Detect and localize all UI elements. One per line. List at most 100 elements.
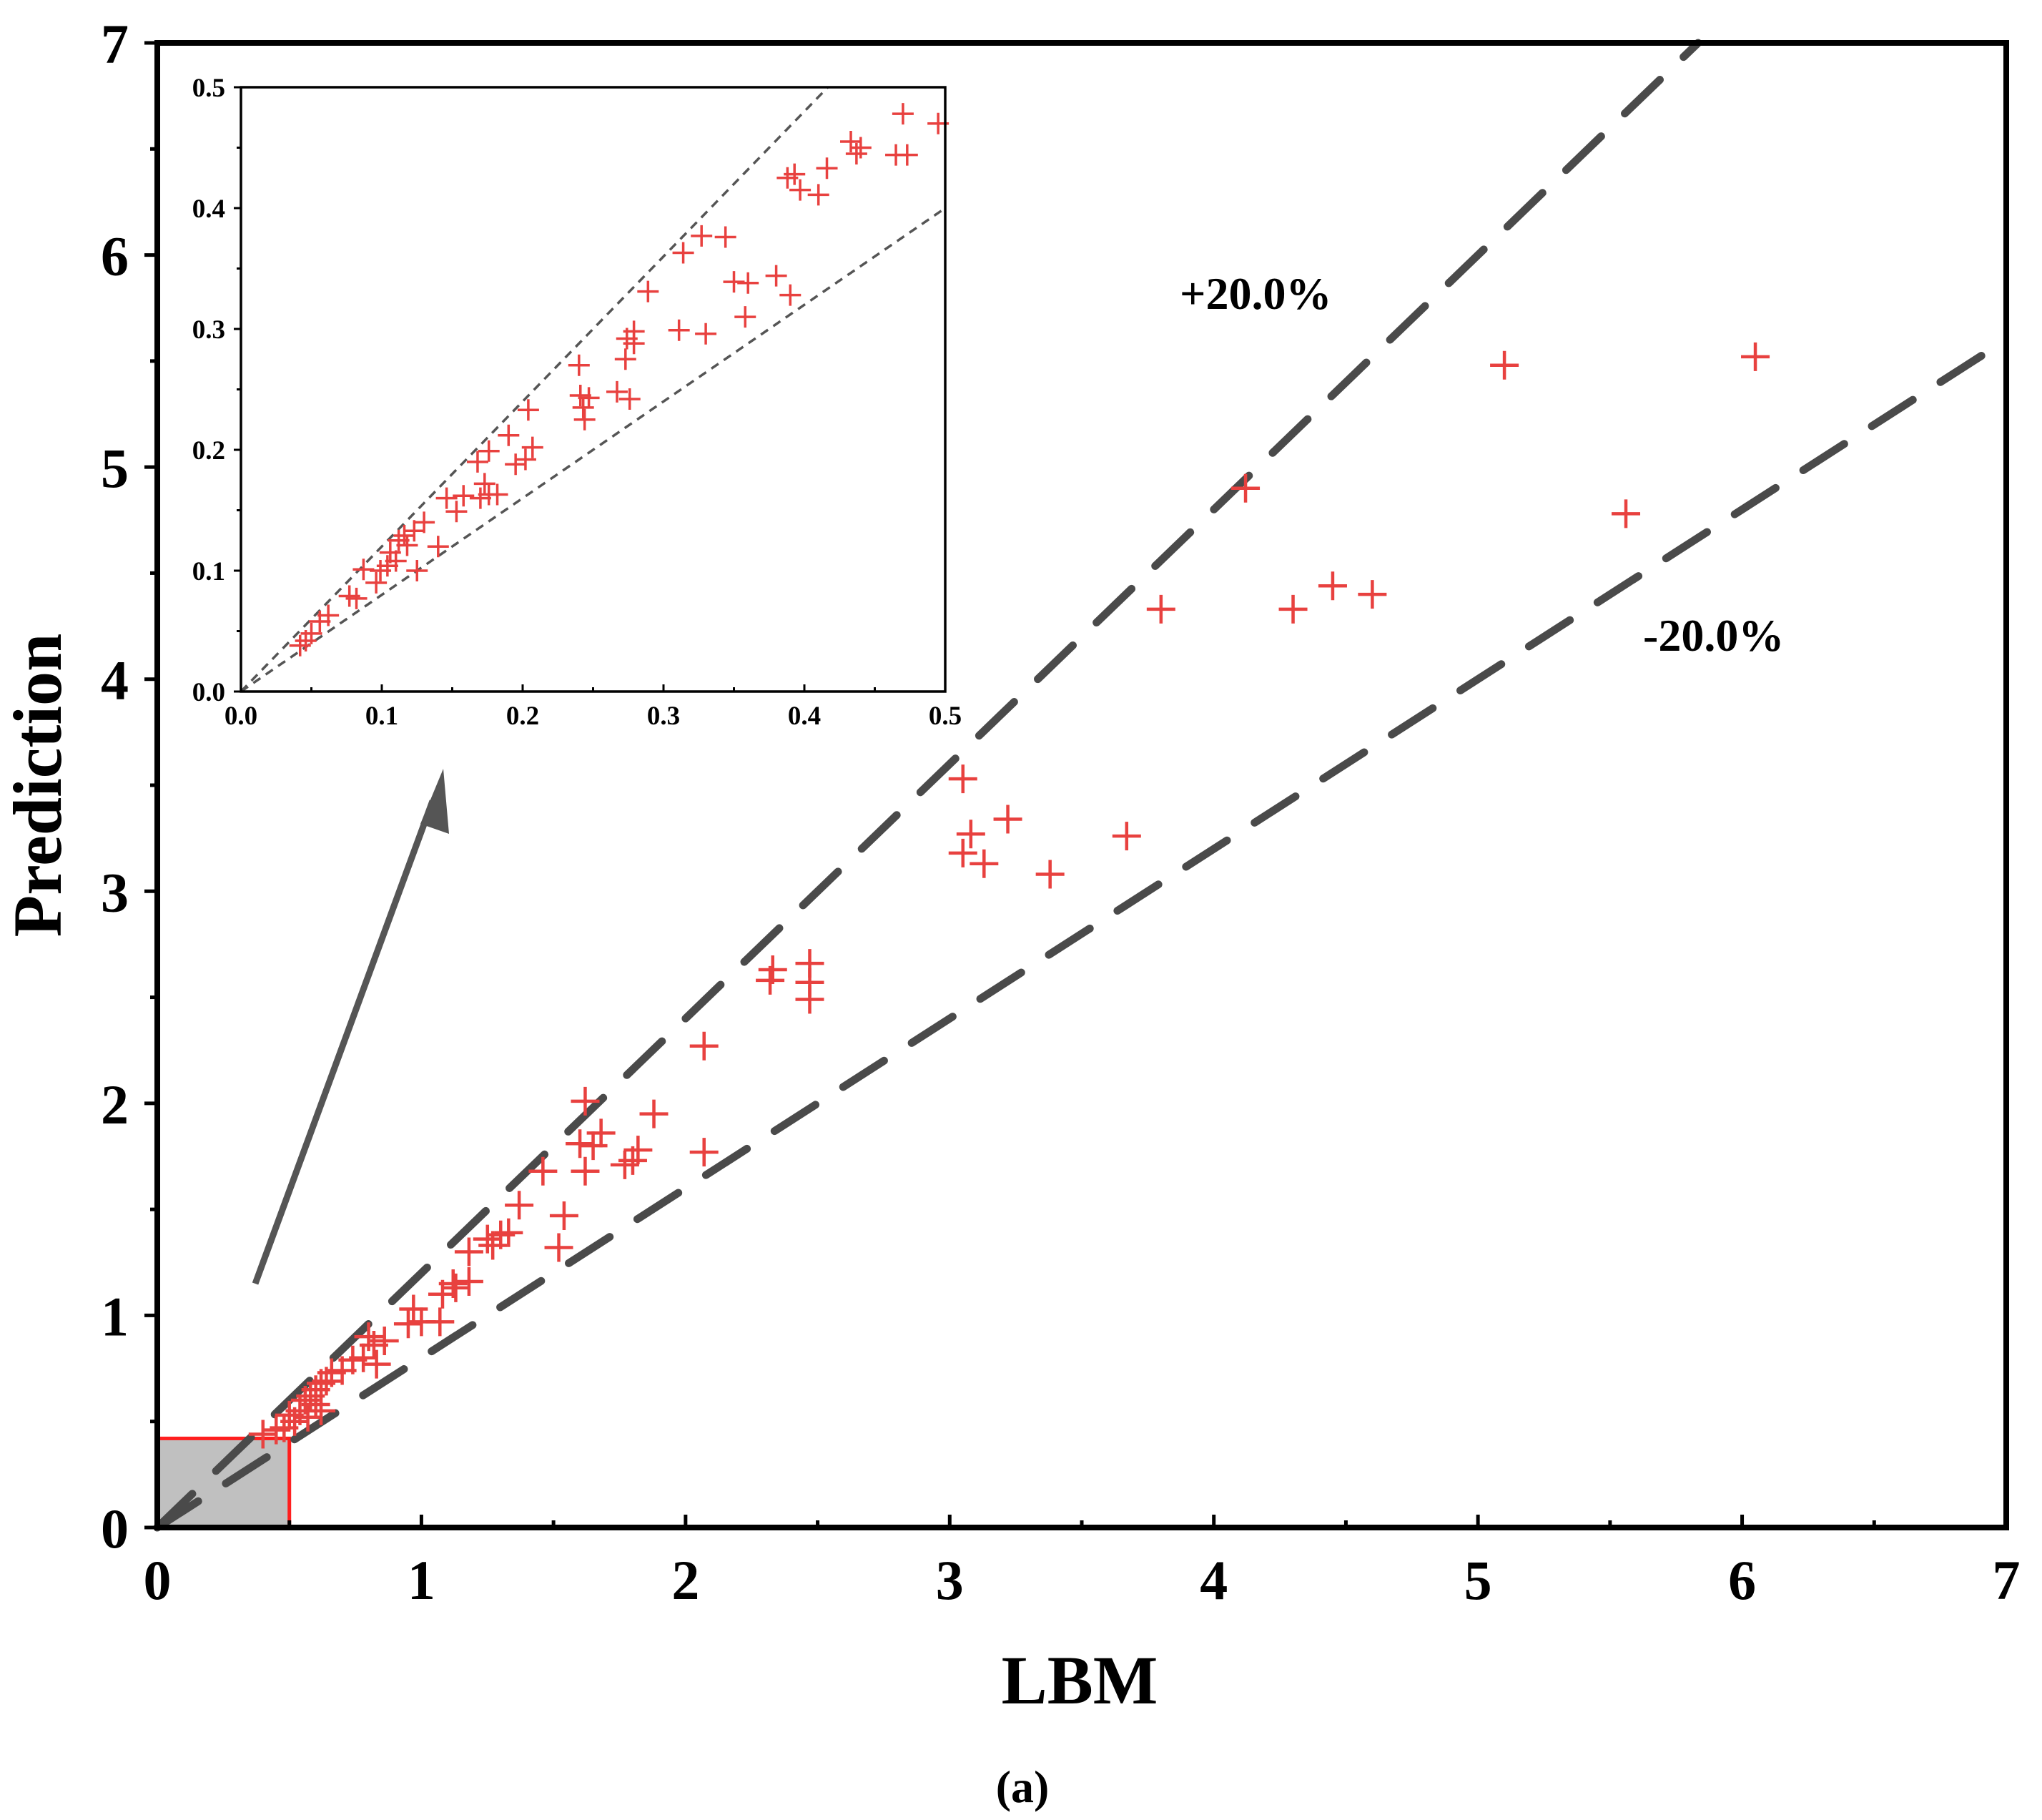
inset-y-tick-label: 0.4 <box>192 195 225 224</box>
inset-data-point <box>466 451 488 473</box>
main-y-tick-label: 5 <box>101 437 129 499</box>
main-y-tick-label: 0 <box>101 1497 129 1560</box>
main-data-point <box>505 1191 534 1220</box>
inset-data-point <box>789 179 812 201</box>
main-data-point <box>586 1118 616 1148</box>
inset-data-point <box>668 319 690 341</box>
main-data-point <box>478 1231 508 1260</box>
main-data-point <box>610 1150 639 1179</box>
main-data-point <box>993 805 1022 834</box>
main-data-point <box>689 1031 719 1061</box>
main-data-point <box>956 820 985 849</box>
inset-data-point <box>734 306 756 328</box>
inset-data-point <box>569 384 591 406</box>
inset-x-tick-label: 0.0 <box>225 702 257 731</box>
main-data-point <box>1231 473 1261 503</box>
inset-data-point <box>289 634 311 656</box>
inset-data-point <box>300 622 322 644</box>
plus-20-label: +20.0% <box>1180 268 1331 319</box>
main-data-point <box>393 1309 423 1339</box>
main-data-point <box>795 985 824 1014</box>
inset-x-tick-label: 0.2 <box>506 702 539 731</box>
inset-data-point <box>714 226 736 248</box>
main-data-point <box>262 1415 291 1445</box>
inset-data-point <box>385 550 407 572</box>
x-axis-title: LBM <box>1002 1642 1158 1718</box>
main-data-point <box>1146 594 1175 624</box>
inset-data-point <box>413 511 435 533</box>
inset-data-point <box>606 380 628 403</box>
main-data-point <box>248 1420 277 1449</box>
main-x-tick-label: 4 <box>1200 1549 1228 1611</box>
inset-data-point <box>578 387 600 409</box>
main-data-point <box>1741 342 1770 371</box>
plus-20-percent-line <box>153 39 1702 1532</box>
inset-data-point <box>317 604 340 626</box>
inset-y-tick-label: 0.2 <box>192 436 225 466</box>
inset-data-point <box>614 348 636 370</box>
main-data-point <box>689 1138 719 1167</box>
inset-data-point <box>521 436 543 458</box>
inset-data-point <box>892 103 914 125</box>
inset-data-point <box>345 587 368 609</box>
main-data-point <box>454 1266 483 1296</box>
main-y-tick-label: 4 <box>101 649 129 712</box>
inset-data-point <box>486 483 508 506</box>
inset-minus-20-percent-line <box>240 207 946 693</box>
main-data-point <box>544 1233 573 1262</box>
inset-x-tick-labels: 0.0 0.1 0.2 0.3 0.4 0.5 <box>225 702 962 731</box>
inset-x-tick-label: 0.5 <box>929 702 962 731</box>
inset-data-point <box>469 487 491 509</box>
inset-data-point <box>473 473 495 495</box>
main-data-points <box>248 342 1770 1449</box>
inset-y-tick-labels: 0.0 0.1 0.2 0.3 0.4 0.5 <box>192 74 225 707</box>
inset-data-point <box>445 501 468 523</box>
main-data-point <box>293 1402 322 1432</box>
main-x-tick-label: 7 <box>1993 1549 2021 1611</box>
inset-data-point <box>737 272 759 294</box>
main-data-point <box>1318 571 1347 601</box>
main-data-point <box>970 849 999 878</box>
main-data-point <box>578 1131 608 1161</box>
inset-x-tick-label: 0.1 <box>365 702 398 731</box>
inset-data-point <box>573 408 596 431</box>
main-data-point <box>270 1413 299 1442</box>
main-x-tick-label: 5 <box>1464 1549 1492 1611</box>
main-data-point <box>1490 350 1519 380</box>
inset-data-point <box>396 534 418 556</box>
inset-data-point <box>376 555 398 577</box>
main-data-point <box>438 1269 468 1298</box>
main-data-point <box>454 1237 483 1266</box>
main-data-point <box>407 1307 436 1337</box>
main-x-tick-label: 3 <box>936 1549 964 1611</box>
main-y-tick-label: 3 <box>101 861 129 923</box>
main-data-point <box>758 955 787 985</box>
figure-caption: (a) <box>996 1761 1050 1812</box>
main-y-tick-label: 7 <box>101 13 129 75</box>
main-data-point <box>1278 594 1308 624</box>
main-axis-ticks <box>144 41 2008 1530</box>
inset-data-point <box>779 284 801 306</box>
inset-plus-20-percent-line <box>240 86 829 693</box>
inset-data-points <box>289 103 950 656</box>
inset-data-point <box>896 144 918 166</box>
main-data-point <box>1112 822 1141 851</box>
inset-data-point <box>572 396 594 418</box>
inset-data-point <box>478 440 500 462</box>
inset-data-point <box>403 520 425 542</box>
inset-data-point <box>453 485 475 507</box>
main-plot: 0 1 2 3 4 5 6 7 0 1 2 3 4 5 6 7 +20.0% -20.0% LBM Pred… <box>0 13 2021 1812</box>
inset-background <box>241 87 945 692</box>
main-data-point <box>549 1201 578 1231</box>
main-data-point <box>571 1086 600 1116</box>
inset-data-point <box>365 571 388 594</box>
inset-data-point <box>388 529 410 551</box>
main-data-point <box>473 1224 502 1254</box>
inset-data-point <box>672 242 694 264</box>
main-y-tick-label: 6 <box>101 225 129 287</box>
main-data-point <box>528 1156 558 1186</box>
inset-data-point <box>568 354 590 376</box>
inset-data-point <box>623 320 645 343</box>
main-data-point <box>623 1136 653 1165</box>
